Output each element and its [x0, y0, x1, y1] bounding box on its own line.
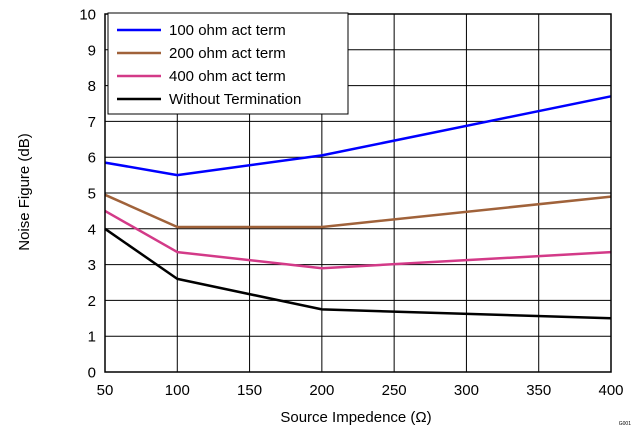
series-line: [104, 95, 612, 177]
x-tick-label: 350: [526, 382, 551, 399]
y-tick-label: 3: [88, 257, 96, 274]
y-tick-label: 4: [88, 221, 96, 238]
y-tick-label: 10: [79, 7, 96, 24]
legend-label: Without Termination: [169, 91, 301, 108]
y-axis-label: Noise Figure (dB): [16, 133, 33, 251]
series-lines: [104, 95, 612, 320]
x-tick-label: 200: [309, 382, 334, 399]
y-tick-label: 1: [88, 329, 96, 346]
grid: [104, 13, 612, 373]
y-tick-label: 2: [88, 293, 96, 310]
x-axis-label: Source Impedence (Ω): [280, 409, 431, 426]
x-tick-label: 400: [598, 382, 623, 399]
x-tick-labels: 50 100 150 200 250 300 350 400: [97, 382, 624, 399]
y-tick-label: 7: [88, 114, 96, 131]
x-tick-label: 300: [454, 382, 479, 399]
y-tick-label: 9: [88, 42, 96, 59]
series-line: [104, 209, 612, 270]
x-tick-label: 100: [165, 382, 190, 399]
x-tick-label: 50: [97, 382, 114, 399]
y-tick-labels: 0 1 2 3 4 5 6 7 8 9 10: [79, 7, 96, 382]
legend-label: 200 ohm act term: [169, 45, 286, 62]
series-line: [104, 227, 612, 320]
figure-id-mark: G001: [619, 421, 631, 427]
y-tick-label: 0: [88, 365, 96, 382]
legend-label: 100 ohm act term: [169, 22, 286, 39]
x-tick-label: 150: [237, 382, 262, 399]
legend-label: 400 ohm act term: [169, 68, 286, 85]
plot-frame: [104, 13, 612, 373]
series-line: [104, 193, 612, 229]
y-tick-label: 5: [88, 186, 96, 203]
legend: 100 ohm act term 200 ohm act term 400 ohm …: [107, 12, 349, 115]
y-tick-label: 8: [88, 78, 96, 95]
x-tick-label: 250: [382, 382, 407, 399]
y-tick-label: 6: [88, 150, 96, 167]
